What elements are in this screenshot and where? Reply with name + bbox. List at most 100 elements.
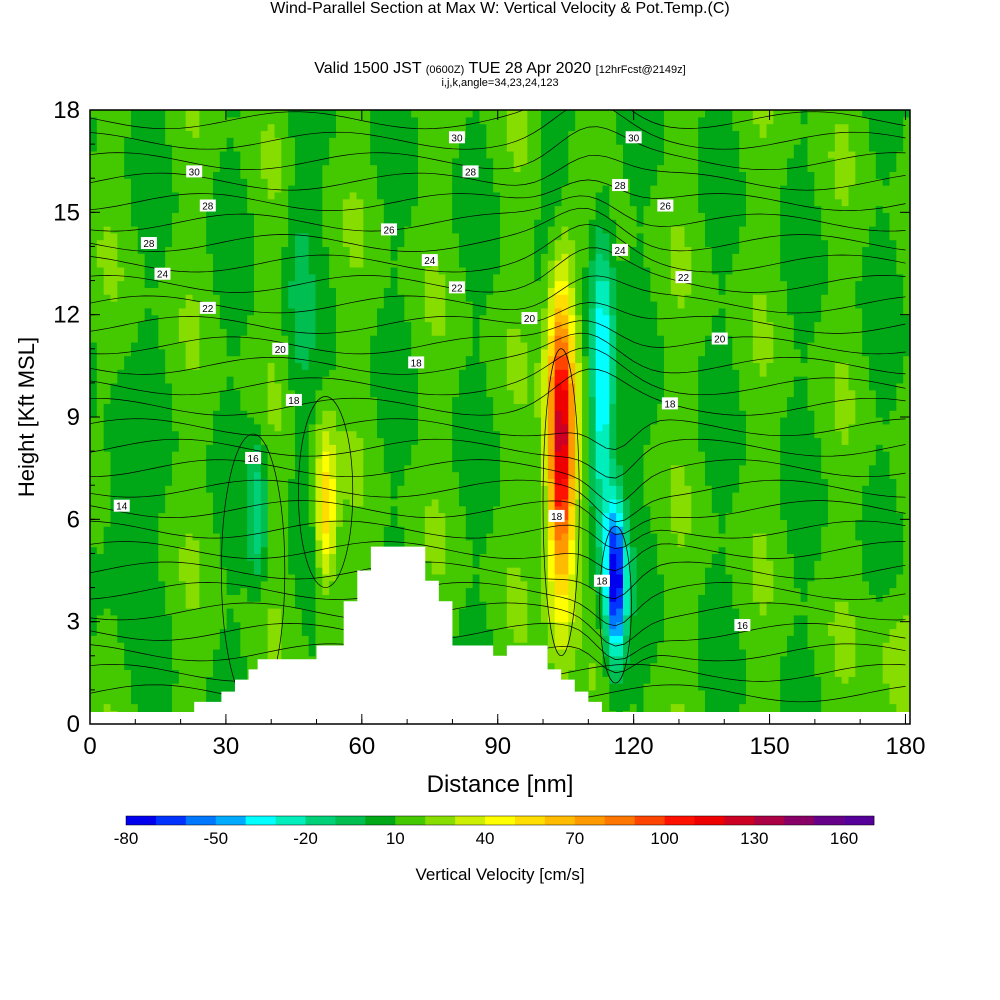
velocity-cell (206, 608, 214, 616)
velocity-cell (424, 417, 433, 425)
velocity-cell (206, 266, 214, 275)
velocity-cell (206, 519, 214, 527)
velocity-cell (431, 280, 440, 288)
velocity-cell (411, 212, 419, 220)
velocity-cell (342, 560, 351, 568)
velocity-cell (452, 471, 460, 479)
velocity-cell (103, 539, 112, 548)
velocity-cell (308, 621, 317, 630)
velocity-cell (226, 273, 235, 282)
velocity-cell (315, 444, 323, 452)
velocity-cell (295, 608, 303, 616)
velocity-cell (226, 642, 235, 650)
velocity-cell (206, 130, 214, 138)
velocity-cell (404, 369, 412, 377)
velocity-cell (377, 444, 385, 452)
velocity-cell (158, 621, 166, 630)
velocity-cell (158, 635, 166, 643)
velocity-cell (151, 232, 159, 241)
velocity-cell (192, 348, 200, 357)
velocity-cell (445, 205, 453, 213)
velocity-cell (131, 178, 139, 186)
velocity-cell (370, 150, 378, 159)
velocity-cell (315, 553, 323, 561)
velocity-cell (172, 307, 180, 316)
velocity-cell (356, 362, 364, 370)
velocity-cell (90, 116, 98, 125)
velocity-cell (254, 253, 262, 261)
velocity-cell (233, 294, 241, 302)
velocity-cell (137, 451, 146, 459)
velocity-cell (301, 369, 310, 377)
velocity-cell (233, 116, 241, 125)
velocity-cell (213, 403, 221, 411)
velocity-cell (185, 341, 194, 350)
velocity-cell (178, 369, 187, 377)
velocity-cell (96, 137, 105, 145)
velocity-cell (96, 553, 105, 561)
velocity-cell (124, 464, 132, 473)
velocity-cell (431, 198, 440, 207)
velocity-cell (397, 376, 405, 384)
velocity-cell (117, 519, 125, 527)
velocity-cell (103, 608, 112, 616)
velocity-cell (418, 219, 426, 227)
velocity-cell (219, 642, 228, 650)
velocity-cell (219, 137, 228, 145)
velocity-cell (288, 560, 296, 568)
velocity-cell (431, 539, 440, 548)
velocity-cell (137, 608, 146, 616)
velocity-cell (90, 464, 98, 473)
velocity-cell (342, 191, 351, 200)
velocity-cell (151, 471, 159, 479)
velocity-cell (459, 150, 467, 159)
velocity-cell (206, 246, 214, 254)
velocity-cell (438, 519, 446, 527)
velocity-cell (308, 410, 317, 418)
velocity-cell (219, 307, 228, 316)
velocity-cell (356, 451, 364, 459)
velocity-cell (356, 403, 364, 411)
velocity-cell (233, 423, 241, 432)
velocity-cell (370, 178, 378, 186)
velocity-cell (165, 253, 173, 261)
velocity-cell (165, 219, 173, 227)
velocity-cell (240, 307, 248, 316)
velocity-cell (172, 212, 180, 220)
velocity-cell (226, 512, 235, 520)
velocity-cell (240, 185, 248, 193)
velocity-cell (438, 430, 446, 439)
velocity-cell (322, 608, 330, 616)
velocity-cell (377, 130, 385, 138)
velocity-cell (110, 669, 118, 677)
velocity-cell (281, 519, 289, 527)
velocity-cell (213, 526, 221, 534)
velocity-cell (390, 382, 399, 391)
velocity-cell (260, 430, 269, 439)
velocity-cell (226, 423, 235, 432)
velocity-cell (103, 464, 112, 473)
velocity-cell (295, 642, 303, 650)
velocity-cell (308, 642, 317, 650)
velocity-cell (342, 355, 351, 364)
velocity-cell (219, 123, 228, 132)
velocity-cell (431, 376, 440, 384)
velocity-cell (308, 457, 317, 466)
velocity-cell (329, 130, 337, 138)
velocity-cell (185, 116, 194, 125)
velocity-cell (281, 294, 289, 302)
velocity-cell (424, 130, 433, 138)
velocity-cell (192, 314, 200, 323)
velocity-cell (342, 328, 351, 336)
velocity-cell (438, 410, 446, 418)
velocity-cell (226, 301, 235, 309)
velocity-cell (206, 321, 214, 329)
velocity-cell (431, 273, 440, 282)
velocity-cell (117, 417, 125, 425)
velocity-cell (117, 396, 125, 404)
velocity-cell (172, 662, 180, 671)
velocity-cell (219, 382, 228, 391)
velocity-cell (308, 498, 317, 507)
velocity-cell (288, 157, 296, 166)
velocity-cell (219, 246, 228, 254)
